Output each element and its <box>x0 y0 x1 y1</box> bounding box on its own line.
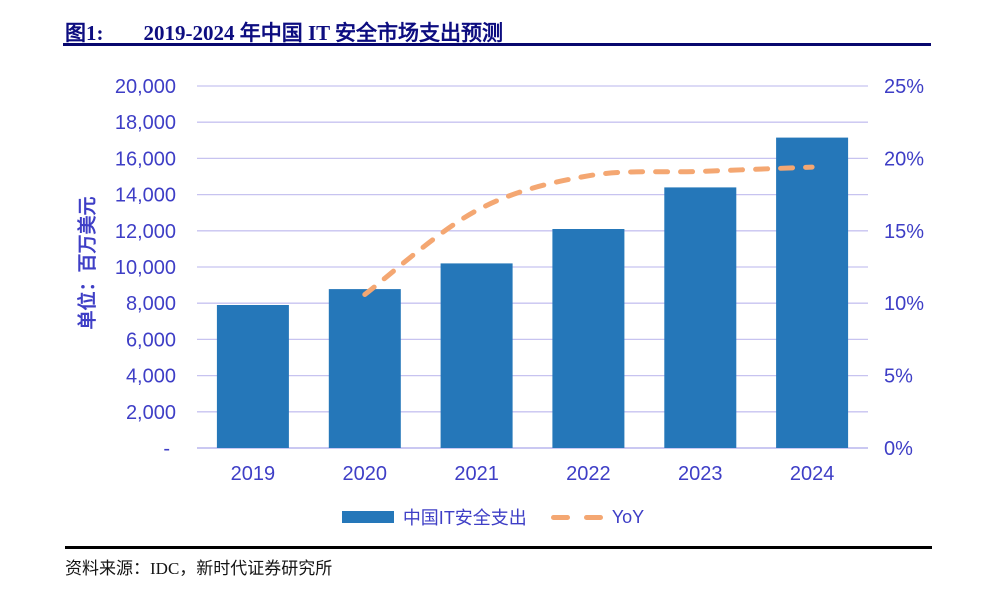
line-series-label: YoY <box>611 506 645 527</box>
left-axis-tick-label: 16,000 <box>115 148 176 170</box>
right-axis-tick-label: 0% <box>884 438 913 460</box>
right-axis-tick-label: 10% <box>884 293 924 315</box>
left-axis-tick-label: 10,000 <box>115 257 176 279</box>
bar-2020 <box>328 289 401 448</box>
x-axis-label-2022: 2022 <box>566 463 611 485</box>
left-axis-tick-label: 20,000 <box>115 76 176 98</box>
footer-rule <box>65 546 932 549</box>
left-axis-tick-label: 14,000 <box>115 185 176 207</box>
bar-series-label: 中国IT安全支出 <box>402 508 527 528</box>
spending-forecast-chart: - 2,000 4,000 6,000 8,000 10,000 12,000 14,000 1… <box>115 76 924 485</box>
left-axis-tick-label: - <box>163 438 170 460</box>
line-series-swatch <box>550 514 603 520</box>
bar-2024 <box>776 137 849 448</box>
x-axis-label-2020: 2020 <box>343 463 388 485</box>
bar-2019 <box>216 305 289 448</box>
x-axis-label-2019: 2019 <box>231 463 276 485</box>
right-axis-tick-label: 25% <box>884 76 924 98</box>
left-axis-tick-label: 8,000 <box>126 293 176 315</box>
figure-title: 图1: 2019-2024 年中国 IT 安全市场支出预测 <box>65 17 503 47</box>
source-note: 资料来源：IDC，新时代证券研究所 <box>65 559 333 578</box>
right-axis-tick-label: 15% <box>884 221 924 243</box>
legend-item-bars: 中国IT安全支出 <box>341 504 527 530</box>
x-axis-label-2021: 2021 <box>454 463 499 485</box>
right-axis-tick-label: 5% <box>884 366 913 388</box>
legend-item-line: YoY <box>550 506 645 528</box>
dash-icon <box>550 514 570 520</box>
figure-number-label: 图1: <box>65 21 104 45</box>
bar-2021 <box>440 263 513 448</box>
x-axis-label-2023: 2023 <box>678 463 723 485</box>
bar-2022 <box>552 229 625 448</box>
bar-2023 <box>664 187 737 448</box>
left-axis-tick-label: 18,000 <box>115 112 176 134</box>
left-axis-tick-label: 2,000 <box>126 402 176 424</box>
yoy-line <box>362 164 815 297</box>
x-axis-label-2024: 2024 <box>790 463 835 485</box>
left-axis-tick-label: 6,000 <box>126 329 176 351</box>
dash-icon <box>583 514 603 520</box>
figure-title-text: 2019-2024 年中国 IT 安全市场支出预测 <box>143 21 504 45</box>
left-axis-tick-label: 12,000 <box>115 221 176 243</box>
title-underline <box>63 43 931 46</box>
left-axis-tick-label: 4,000 <box>126 366 176 388</box>
right-axis-tick-label: 20% <box>884 148 924 170</box>
chart-legend: 中国IT安全支出 YoY <box>0 504 986 530</box>
bar-series-swatch <box>341 511 394 523</box>
